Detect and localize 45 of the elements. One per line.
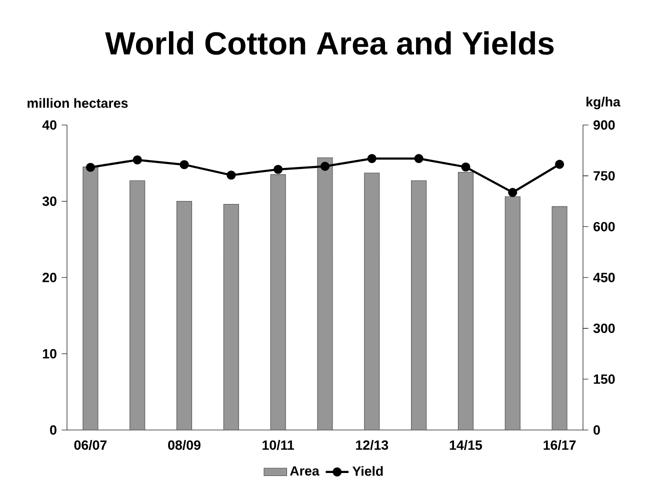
- point: [555, 160, 564, 169]
- bar: [364, 172, 380, 430]
- bar: [552, 206, 568, 430]
- y2-axis-title: kg/ha: [586, 96, 621, 110]
- legend-label: Yield: [352, 466, 383, 476]
- y-tick-label: 10: [42, 349, 56, 358]
- y2-tick-label: 150: [594, 374, 615, 384]
- bar: [176, 200, 192, 430]
- x-tick-label: 10/11: [262, 440, 294, 450]
- point: [320, 162, 330, 171]
- y-tick-label: 0: [50, 425, 56, 435]
- point: [274, 164, 283, 174]
- y2-tick-label: 450: [593, 272, 615, 282]
- bar: [130, 180, 146, 430]
- x-tick-label: 06/07: [74, 440, 107, 450]
- x-tick-label: 12/13: [356, 440, 388, 450]
- point: [86, 162, 95, 172]
- point: [132, 155, 142, 164]
- bar: [504, 196, 520, 430]
- bar: [223, 204, 239, 430]
- point: [461, 162, 470, 172]
- y-tick-label: 40: [42, 120, 56, 130]
- y-tick-label: 30: [42, 196, 56, 206]
- y2-tick-label: 600: [594, 222, 615, 232]
- point: [180, 160, 189, 170]
- bar: [82, 166, 98, 430]
- y2-tick-label: 0: [594, 425, 600, 435]
- bar: [458, 172, 474, 430]
- x-tick-label: 08/09: [168, 440, 200, 450]
- y2-tick-label: 750: [594, 171, 615, 181]
- y-axis-title: million hectares: [28, 98, 128, 108]
- bar: [317, 158, 333, 430]
- y2-tick-label: 900: [594, 120, 615, 130]
- point: [508, 188, 518, 197]
- x-tick-label: 14/15: [450, 440, 482, 450]
- legend-label: Area: [290, 466, 320, 476]
- bar: [411, 180, 427, 430]
- bar: [270, 174, 286, 430]
- x-tick-label: 16/17: [544, 440, 576, 450]
- chart-title: World Cotton Area and Yields: [105, 31, 554, 55]
- point: [226, 170, 236, 180]
- y2-tick-label: 300: [593, 324, 615, 334]
- point: [367, 154, 376, 164]
- point: [414, 154, 424, 164]
- y-tick-label: 20: [42, 272, 56, 282]
